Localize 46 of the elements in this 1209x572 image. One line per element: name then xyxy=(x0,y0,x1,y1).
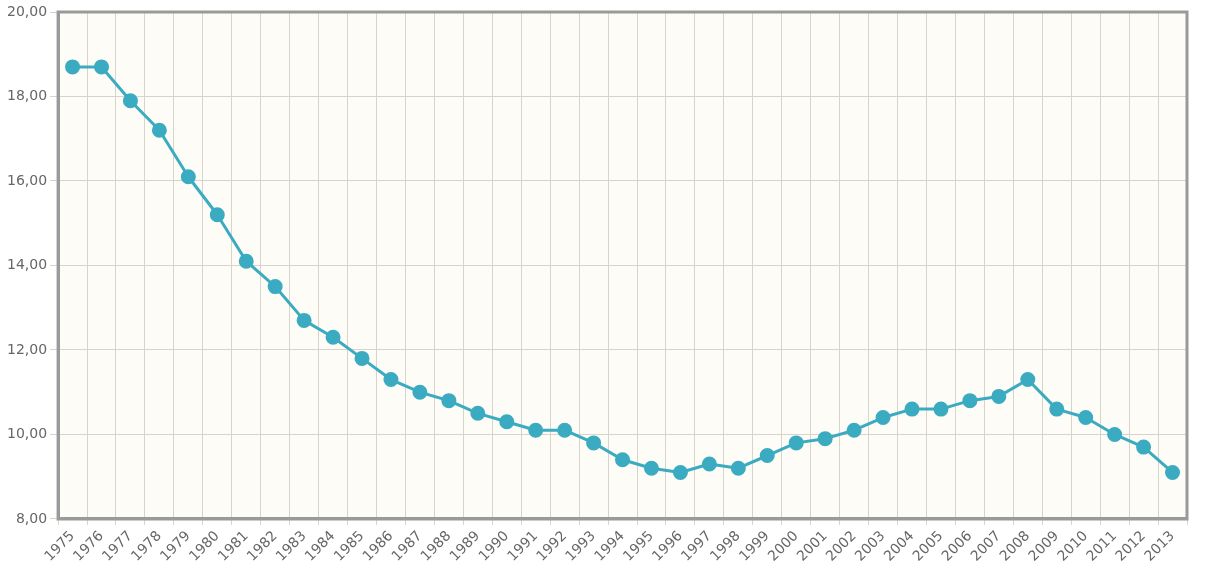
point xyxy=(412,384,428,400)
point xyxy=(499,414,515,430)
point xyxy=(209,207,225,223)
point xyxy=(933,401,949,417)
point xyxy=(65,59,81,75)
y-tick-label: 16,00 xyxy=(6,171,48,188)
point xyxy=(296,312,312,328)
point xyxy=(875,410,891,426)
y-tick-label: 20,00 xyxy=(6,2,48,19)
point xyxy=(238,253,254,269)
point xyxy=(1107,426,1123,442)
point xyxy=(615,452,631,468)
point xyxy=(672,464,688,480)
point xyxy=(788,435,804,451)
point xyxy=(730,460,746,476)
point xyxy=(962,393,978,409)
point xyxy=(1165,464,1181,480)
point xyxy=(383,372,399,388)
point xyxy=(1049,401,1065,417)
y-tick-label: 12,00 xyxy=(6,340,48,357)
y-tick-label: 18,00 xyxy=(6,87,48,104)
point xyxy=(325,329,341,345)
point xyxy=(991,388,1007,404)
point xyxy=(759,448,775,464)
point xyxy=(122,93,138,109)
y-tick-label: 14,00 xyxy=(6,256,48,273)
point xyxy=(180,169,196,185)
point xyxy=(94,59,109,75)
point xyxy=(528,422,544,438)
point xyxy=(1136,439,1152,455)
point xyxy=(470,405,486,421)
point xyxy=(904,401,920,417)
y-tick-label: 8,00 xyxy=(15,509,48,526)
point xyxy=(1078,410,1094,426)
point xyxy=(441,393,457,409)
point xyxy=(1020,372,1036,388)
point xyxy=(151,122,167,138)
point xyxy=(557,422,573,438)
point xyxy=(267,279,283,295)
y-tick-label: 10,00 xyxy=(6,425,48,442)
point xyxy=(701,456,717,472)
point xyxy=(846,422,862,438)
point xyxy=(586,435,602,451)
point xyxy=(643,460,659,476)
point xyxy=(817,431,833,447)
point xyxy=(354,350,370,366)
